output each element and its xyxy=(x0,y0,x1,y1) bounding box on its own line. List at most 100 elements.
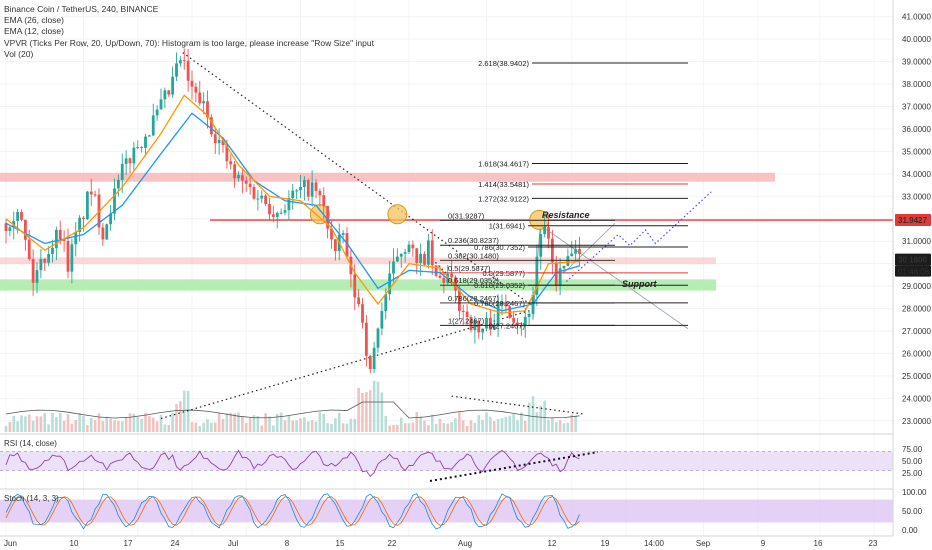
candle-body xyxy=(430,240,434,266)
candle-body xyxy=(450,273,454,278)
candle-body xyxy=(423,253,426,265)
price-tick-label: 25.0000 xyxy=(902,372,931,381)
price-tick-label: 26.0000 xyxy=(902,349,931,358)
candle-body xyxy=(109,213,113,225)
volume-bar xyxy=(372,380,376,432)
candle-body xyxy=(341,233,345,235)
candle-body xyxy=(399,253,403,257)
fib-label: 0.618(29.0352) xyxy=(474,281,525,290)
candle-body xyxy=(194,86,198,93)
candle-body xyxy=(310,182,314,197)
volume-bar xyxy=(89,418,93,432)
candle-body xyxy=(136,146,140,148)
time-tick-label: 14:00 xyxy=(644,539,665,548)
candle-body xyxy=(485,317,488,329)
candle-body xyxy=(368,355,372,370)
candle-body xyxy=(198,92,202,104)
candle-body xyxy=(209,117,213,135)
price-tick-label: 23.0000 xyxy=(902,417,931,426)
time-tick-label: 23 xyxy=(869,539,878,548)
candle-body xyxy=(268,203,271,215)
candle-body xyxy=(364,322,368,356)
volume-bar xyxy=(151,417,155,432)
volume-bar xyxy=(539,405,543,432)
price-tick-label: 33.0000 xyxy=(902,192,931,201)
volume-bar xyxy=(430,414,434,432)
candle-body xyxy=(318,190,322,196)
time-tick-label: 17 xyxy=(124,539,133,548)
chart-title: Binance Coin / TetherUS, 240, BINANCE xyxy=(4,4,159,14)
candle-body xyxy=(229,161,233,165)
candle-body xyxy=(167,90,171,95)
volume-bar xyxy=(279,412,283,432)
candle-body xyxy=(279,212,283,214)
candle-body xyxy=(182,60,186,62)
volume-bar xyxy=(330,424,333,432)
candle-body xyxy=(120,163,124,180)
time-tick-label: 19 xyxy=(601,539,610,548)
support-annotation: Support xyxy=(622,279,657,289)
volume-bar xyxy=(252,415,256,432)
volume-bar xyxy=(337,412,341,432)
candle-body xyxy=(481,328,485,333)
fib-label: 1.618(34.4617) xyxy=(478,160,529,169)
stoch-tick-label: 100.00 xyxy=(902,488,927,497)
volume-bar xyxy=(380,392,384,432)
channel-line xyxy=(540,225,689,330)
volume-bar xyxy=(547,419,550,432)
volume-bar xyxy=(136,417,140,432)
support-zone xyxy=(0,279,716,291)
volume-bar xyxy=(128,413,132,432)
volume-bar xyxy=(527,402,531,432)
candle-body xyxy=(248,183,252,187)
volume-bar xyxy=(244,422,248,432)
volume-bar xyxy=(461,420,465,432)
candle-body xyxy=(35,270,39,283)
projection-path xyxy=(565,191,712,283)
volume-bar xyxy=(458,412,461,432)
fib-label: 1.414(33.5481) xyxy=(478,180,529,189)
volume-bar xyxy=(175,404,178,432)
candle-body xyxy=(163,90,167,100)
volume-bar xyxy=(454,418,457,432)
resistance-zone xyxy=(0,172,775,182)
volume-bar xyxy=(78,412,81,432)
volume-bar xyxy=(268,416,271,432)
volume-bar xyxy=(148,416,151,432)
price-tag: 31.9427 xyxy=(898,216,927,225)
volume-bar xyxy=(186,390,190,432)
candle-body xyxy=(186,60,190,81)
volume-bar xyxy=(551,418,554,432)
volume-bar xyxy=(287,415,291,432)
candle-body xyxy=(244,180,248,184)
peak-circle xyxy=(387,204,408,225)
volume-bar xyxy=(368,390,372,432)
candle-body xyxy=(361,304,364,323)
candle-body xyxy=(225,145,229,162)
stoch-tick-label: 50.00 xyxy=(902,507,923,516)
volume-bar xyxy=(229,413,233,432)
candle-body xyxy=(175,63,178,77)
candle-body xyxy=(488,317,492,330)
volume-bar xyxy=(496,419,500,432)
volume-bar xyxy=(516,419,519,432)
volume-bar xyxy=(322,413,326,432)
volume-bar xyxy=(299,418,302,432)
volume-bar xyxy=(376,381,380,432)
volume-bar xyxy=(70,423,74,432)
volume-bar xyxy=(124,417,128,432)
fib-left-label: 0.618(29.0352) xyxy=(448,276,499,285)
volume-bar xyxy=(27,414,31,432)
candle-body xyxy=(151,115,155,136)
candle-body xyxy=(51,247,54,255)
candle-body xyxy=(314,182,318,191)
candle-body xyxy=(159,99,163,110)
volume-bar xyxy=(233,413,236,432)
candle-body xyxy=(411,244,415,249)
fib-levels: 2.618(38.9402) 1.618(34.4617) 1.414(33.548… xyxy=(440,59,688,330)
volume-bar xyxy=(477,415,481,432)
rsi-tick-label: 75.00 xyxy=(902,445,923,454)
candle-body xyxy=(554,262,558,286)
volume-bar xyxy=(283,420,287,432)
